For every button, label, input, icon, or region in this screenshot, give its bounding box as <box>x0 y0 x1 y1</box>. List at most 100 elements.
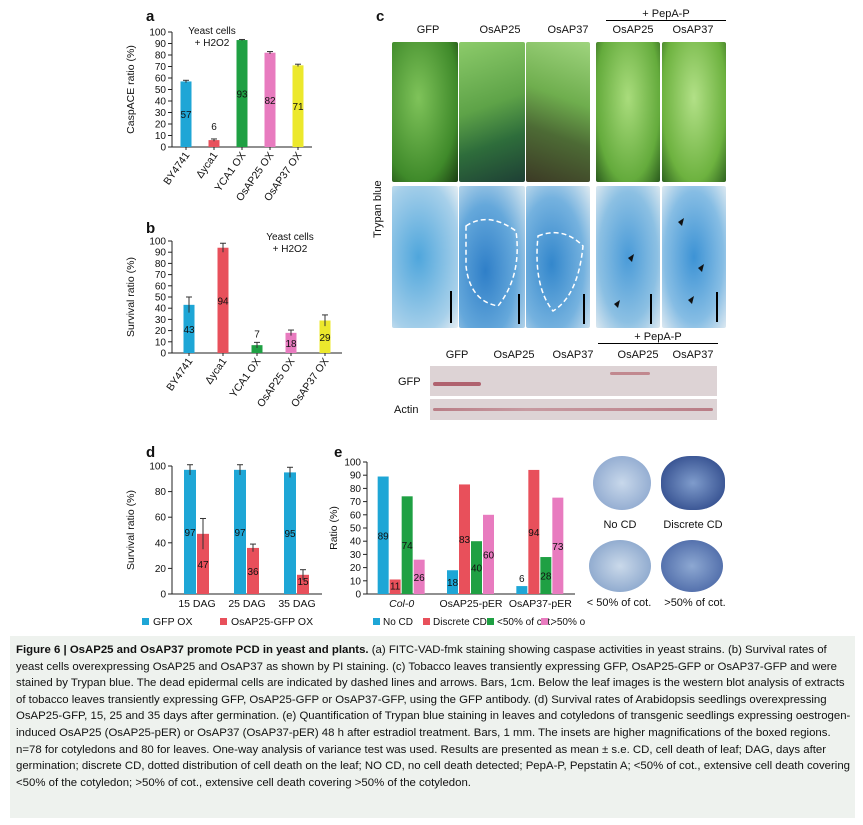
y-tick-label: 20 <box>155 120 167 131</box>
bar <box>236 40 248 147</box>
y-tick-label: 10 <box>350 576 362 587</box>
legend-label: >50% of cot. <box>551 617 585 628</box>
label-no-cd: No CD <box>603 519 637 531</box>
bar-value-label: 15 <box>297 577 309 588</box>
bar <box>184 469 196 594</box>
y-tick-label: 60 <box>155 513 167 524</box>
y-tick-label: 0 <box>160 590 166 601</box>
bar-value-label: 71 <box>292 102 304 113</box>
y-tick-label: 90 <box>155 39 167 50</box>
x-tick-label: Δyca1 <box>203 356 230 387</box>
y-tick-label: 30 <box>350 550 362 561</box>
y-tick-label: 80 <box>155 259 167 270</box>
legend-label: GFP OX <box>153 616 192 628</box>
y-tick-label: 10 <box>155 337 167 348</box>
blot-gfp-band-pepa <box>610 372 650 375</box>
legend-label: Discrete CD <box>433 617 487 628</box>
y-tick-label: 70 <box>155 62 167 73</box>
bar-value-label: 94 <box>217 296 229 307</box>
blot-header-gfp: GFP <box>445 349 469 361</box>
y-tick-label: 80 <box>155 487 167 498</box>
legend-swatch <box>487 618 494 625</box>
x-tick-label: 15 DAG <box>178 598 215 610</box>
y-tick-label: 20 <box>155 564 167 575</box>
bar-value-label: 95 <box>284 529 296 540</box>
y-tick-label: 0 <box>355 590 361 601</box>
panel-e-images: No CD Discrete CD < 50% of cot. >50% of … <box>585 456 735 632</box>
panel-label-a: a <box>146 8 155 25</box>
figure-caption: Figure 6 | OsAP25 and OsAP37 promote PCD… <box>10 636 855 818</box>
x-tick-label: YCA1 OX <box>228 356 264 400</box>
trypan-blue-label: Trypan blue <box>372 180 384 238</box>
blot-header-osap37: OsAP37 <box>552 349 594 361</box>
bar-value-label: 6 <box>519 574 525 585</box>
cotyledon-gt50 <box>661 540 723 592</box>
bar-value-label: 82 <box>264 96 276 107</box>
panel-label-b: b <box>146 220 156 237</box>
bar <box>285 332 297 353</box>
x-tick-label: BY4741 <box>164 356 195 394</box>
blot-header-osap37-pepa: OsAP37 <box>672 349 714 361</box>
bar <box>217 247 229 353</box>
c-header-osap37-pepa: OsAP37 <box>672 24 714 36</box>
bar <box>264 52 276 148</box>
y-tick-label: 60 <box>350 510 362 521</box>
x-tick-label: OsAP25-pER <box>439 598 502 610</box>
y-tick-label: 10 <box>155 131 167 142</box>
bar-value-label: 28 <box>540 572 552 583</box>
bar-value-label: 93 <box>236 90 248 101</box>
y-tick-label: 0 <box>160 349 166 360</box>
y-tick-label: 90 <box>155 248 167 259</box>
bar <box>297 574 309 594</box>
y-tick-label: 40 <box>350 537 362 548</box>
y-tick-label: 100 <box>149 462 166 473</box>
bar-value-label: 26 <box>414 573 426 584</box>
blot-row-actin: Actin <box>394 404 419 416</box>
bar-value-label: 18 <box>447 578 459 589</box>
bar-value-label: 6 <box>211 122 217 133</box>
blot-actin-band <box>433 408 713 411</box>
y-tick-label: 100 <box>149 28 166 39</box>
legend-label: OsAP25-GFP OX <box>231 616 313 628</box>
y-tick-label: 70 <box>350 497 362 508</box>
bar <box>413 559 425 594</box>
caption-title: Figure 6 | OsAP25 and OsAP37 promote PCD… <box>16 644 369 656</box>
annotation-line2: + H2O2 <box>195 38 230 49</box>
legend-swatch <box>220 618 227 625</box>
bar <box>540 557 552 594</box>
y-tick-label: 0 <box>160 143 166 154</box>
bar <box>401 496 413 594</box>
bar <box>319 320 331 353</box>
annotation-line1: Yeast cells <box>266 232 313 243</box>
label-lt50: < 50% of cot. <box>586 597 652 609</box>
bar <box>459 484 470 594</box>
bar <box>247 547 259 594</box>
trypan-leaf-gfp <box>392 186 458 328</box>
bar-value-label: 11 <box>390 581 401 592</box>
bar-value-label: 40 <box>471 564 483 575</box>
bar-value-label: 29 <box>319 333 331 344</box>
panel-c: GFP OsAP25 OsAP37 OsAP25 OsAP37 + PepA-P… <box>372 8 728 428</box>
legend-label: No CD <box>383 617 413 628</box>
y-tick-label: 20 <box>350 563 362 574</box>
legend-swatch <box>541 618 548 625</box>
y-tick-label: 100 <box>149 237 166 248</box>
c-header-osap37: OsAP37 <box>547 24 589 36</box>
y-tick-label: 40 <box>155 97 167 108</box>
bar-value-label: 57 <box>180 110 192 121</box>
cotyledon-lt50 <box>589 540 651 592</box>
y-tick-label: 80 <box>155 51 167 62</box>
trypan-leaf-osap37-pepa <box>662 186 726 328</box>
blot-header-osap25: OsAP25 <box>493 349 535 361</box>
label-gt50: >50% of cot. <box>664 597 726 609</box>
y-tick-label: 80 <box>350 484 362 495</box>
blot-header-osap25-pepa: OsAP25 <box>617 349 659 361</box>
y-tick-label: 50 <box>350 524 362 535</box>
y-tick-label: 100 <box>344 458 361 469</box>
blot-gfp-strip <box>430 366 717 396</box>
y-tick-label: 30 <box>155 108 167 119</box>
bar-value-label: 7 <box>254 329 260 340</box>
trypan-leaf-osap25-pepa <box>596 186 660 328</box>
bar-value-label: 97 <box>234 528 246 539</box>
